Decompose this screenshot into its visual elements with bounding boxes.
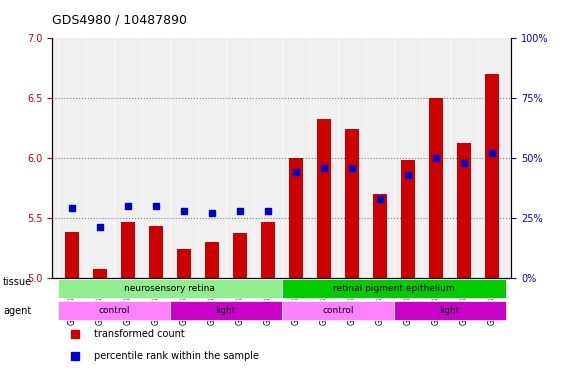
FancyBboxPatch shape	[58, 279, 282, 298]
Text: GDS4980 / 10487890: GDS4980 / 10487890	[52, 14, 187, 27]
FancyBboxPatch shape	[58, 301, 170, 320]
FancyBboxPatch shape	[170, 301, 282, 320]
Bar	[177, 249, 191, 278]
Text: transformed count: transformed count	[94, 329, 184, 339]
Bar	[121, 222, 135, 278]
Bar	[233, 233, 247, 278]
FancyBboxPatch shape	[394, 301, 505, 320]
Text: retinal pigment epithelium: retinal pigment epithelium	[333, 284, 454, 293]
Text: control: control	[98, 306, 130, 315]
Bar	[317, 119, 331, 278]
Bar	[373, 194, 387, 278]
Bar	[261, 222, 275, 278]
Text: percentile rank within the sample: percentile rank within the sample	[94, 351, 259, 361]
Text: control: control	[322, 306, 353, 315]
Text: light: light	[216, 306, 236, 315]
Text: agent: agent	[3, 306, 31, 316]
Text: tissue: tissue	[3, 277, 32, 287]
Bar	[401, 161, 415, 278]
FancyBboxPatch shape	[282, 301, 394, 320]
Bar	[457, 142, 471, 278]
FancyBboxPatch shape	[282, 279, 505, 298]
Bar	[65, 232, 79, 278]
Bar	[205, 242, 219, 278]
Bar	[149, 226, 163, 278]
Text: light: light	[439, 306, 460, 315]
Bar	[485, 74, 498, 278]
Bar	[429, 98, 443, 278]
Bar	[93, 270, 107, 278]
Text: neurosensory retina: neurosensory retina	[124, 284, 216, 293]
Bar	[345, 129, 358, 278]
Bar	[289, 158, 303, 278]
